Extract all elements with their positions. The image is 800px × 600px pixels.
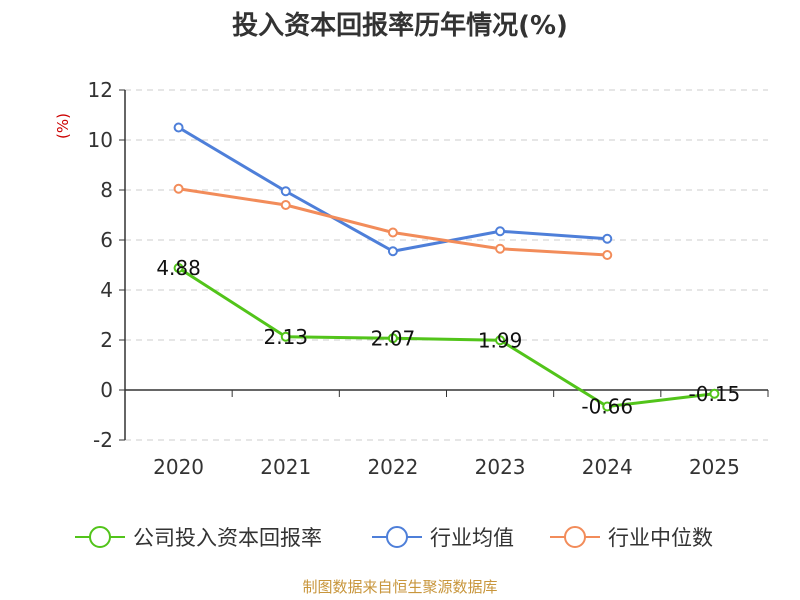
data-point — [387, 227, 398, 238]
data-label: 2.13 — [263, 325, 308, 349]
legend-label: 行业中位数 — [608, 526, 713, 550]
data-label: -0.15 — [689, 382, 741, 406]
legend-marker — [386, 526, 408, 548]
legend-marker — [89, 526, 111, 548]
legend-item[interactable]: 公司投入资本回报率 — [75, 526, 322, 550]
data-labels: 4.88 2.13 2.07 1.99 -0.66 -0.15 — [156, 256, 740, 419]
series-lines — [173, 122, 720, 412]
data-point — [602, 233, 613, 244]
x-tick-label: 2022 — [367, 455, 418, 479]
y-axis-unit-label: (%) — [54, 113, 72, 139]
legend[interactable]: 公司投入资本回报率 行业均值 行业中位数 — [75, 526, 713, 550]
x-tick-label: 2024 — [582, 455, 633, 479]
legend-item[interactable]: 行业中位数 — [550, 526, 713, 550]
data-point — [602, 401, 613, 412]
y-tick-label: 2 — [100, 328, 113, 352]
data-point — [280, 331, 291, 342]
data-point — [602, 250, 613, 260]
data-point — [173, 263, 184, 273]
data-label: 4.88 — [156, 256, 201, 280]
data-point — [280, 186, 291, 197]
data-point — [495, 243, 506, 254]
data-point — [495, 335, 506, 346]
x-tick-label: 2025 — [689, 455, 740, 479]
axes: -2 0 2 4 6 8 10 12 2020 2021 2022 2023 2024 2025 — [88, 78, 769, 479]
y-tick-label: 0 — [100, 378, 113, 402]
y-tick-label: 6 — [100, 228, 113, 252]
series-line — [177, 266, 715, 408]
data-point — [709, 388, 720, 399]
source-note: 制图数据来自恒生聚源数据库 — [302, 578, 497, 596]
x-tick-label: 2023 — [475, 455, 526, 479]
legend-label: 行业均值 — [430, 526, 514, 550]
legend-label: 公司投入资本回报率 — [133, 526, 322, 550]
y-tick-label: 4 — [100, 278, 113, 302]
x-tick-label: 2021 — [260, 455, 311, 479]
data-point — [387, 246, 398, 257]
data-point — [173, 183, 184, 194]
y-tick-label: 8 — [100, 178, 113, 202]
data-point — [387, 333, 398, 344]
data-label: 2.07 — [371, 326, 416, 350]
x-tick-label: 2020 — [153, 455, 204, 479]
grid-lines — [125, 89, 768, 441]
y-tick-label: 12 — [88, 78, 113, 102]
data-label: 1.99 — [478, 328, 523, 352]
legend-marker — [564, 526, 586, 548]
y-tick-label: -2 — [93, 428, 113, 452]
data-label: -0.66 — [581, 395, 633, 419]
data-point — [173, 122, 184, 133]
chart-title: 投入资本回报率历年情况(%) — [232, 10, 568, 41]
data-point — [280, 200, 291, 210]
series-line — [178, 187, 608, 257]
legend-item[interactable]: 行业均值 — [372, 526, 514, 550]
data-point — [495, 226, 506, 237]
y-tick-label: 10 — [88, 128, 113, 152]
